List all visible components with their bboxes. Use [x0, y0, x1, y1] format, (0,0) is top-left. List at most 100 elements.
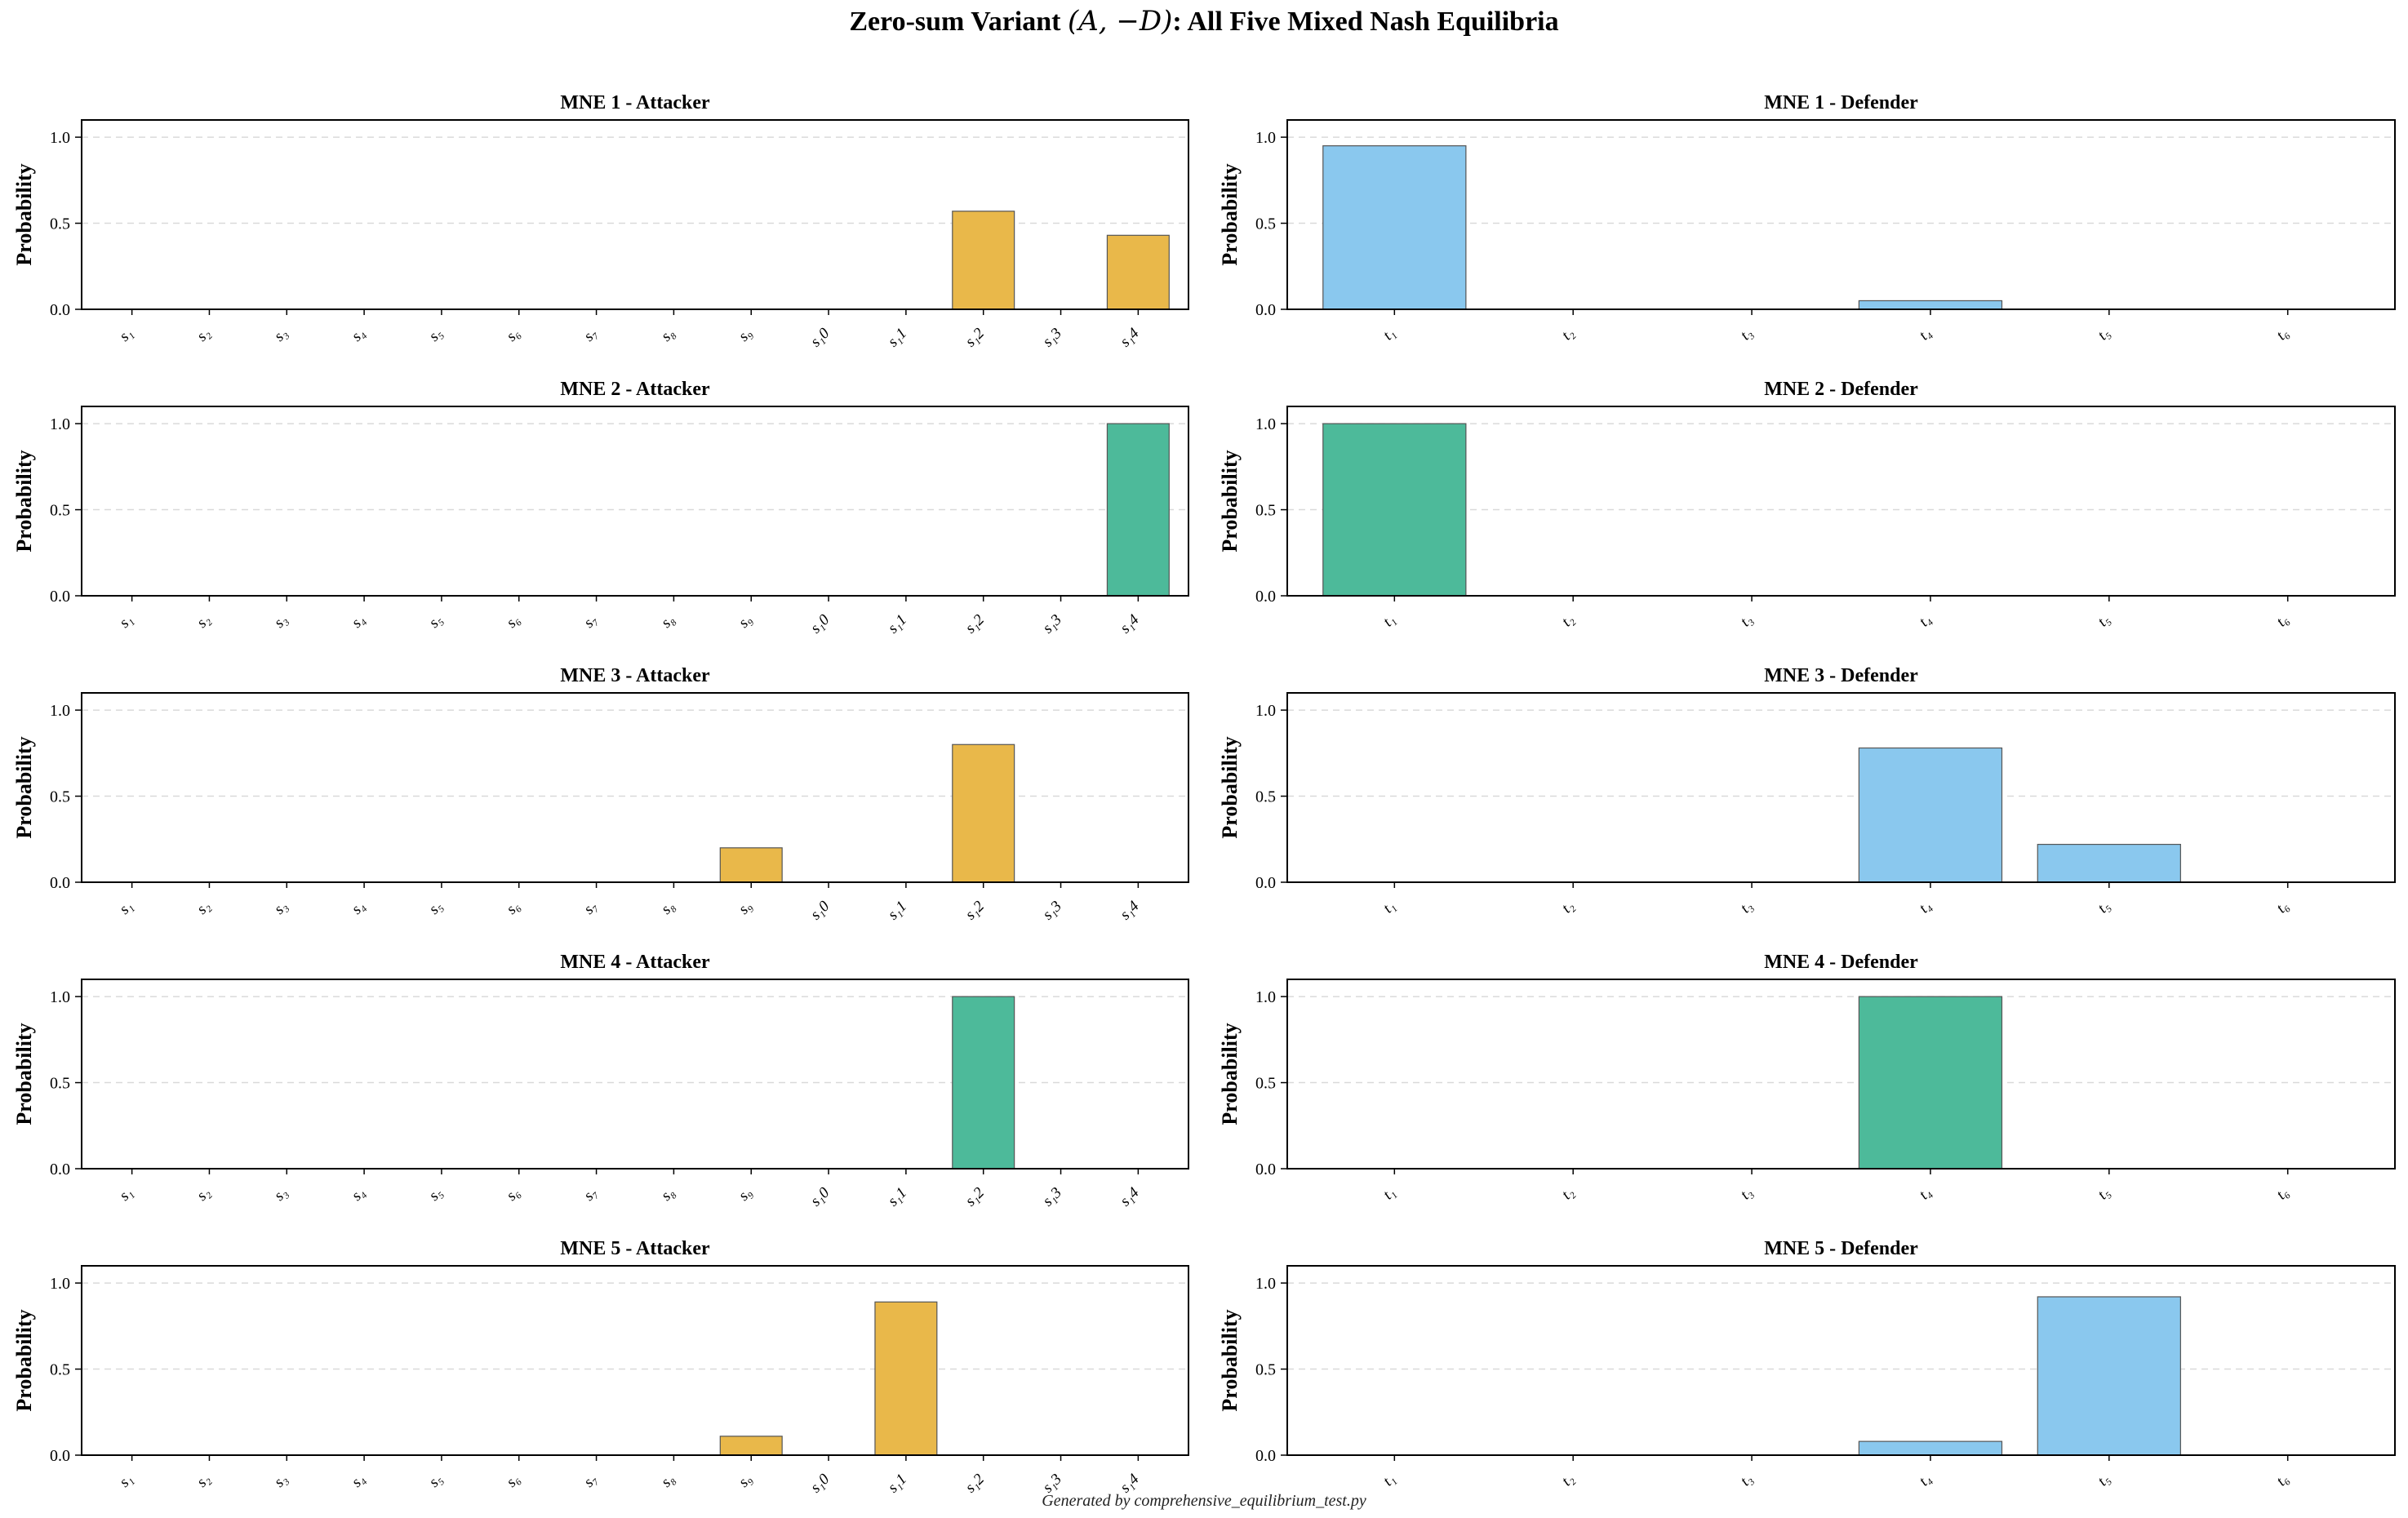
chart-10-title: MNE 5 - Defender	[1764, 1238, 1918, 1259]
chart-5-xtick-label-s12: s₁2	[962, 898, 989, 924]
chart-2-ytick-label: 0.5	[1255, 215, 1276, 233]
chart-4-frame	[1286, 406, 2396, 597]
chart-7-bar-s12	[952, 996, 1015, 1170]
figure-title-suffix: : All Five Mixed Nash Equilibria	[1172, 7, 1559, 37]
chart-3-xtick-label-s9: s₉	[735, 611, 756, 632]
chart-7-xtick-label-s7: s₇	[580, 1184, 601, 1205]
chart-2-xtick-label-t5: t₅	[2095, 325, 2113, 344]
chart-10-xtick-label-t3: t₃	[1737, 1471, 1756, 1489]
chart-9-xtick-label-s2: s₂	[193, 1471, 214, 1491]
chart-1-bar-s14	[1106, 234, 1170, 310]
chart-10-bar-t5	[2037, 1296, 2181, 1456]
chart-5-xtick-label-s14: s₁4	[1117, 898, 1143, 924]
chart-4-xtick-label-t6: t₆	[2273, 611, 2292, 630]
chart-1-bar-s12	[952, 211, 1015, 310]
chart-9-xtick-label-s5: s₅	[425, 1471, 446, 1491]
chart-5-xtick-label-s11: s₁1	[885, 898, 910, 923]
chart-3-bar-s14	[1106, 423, 1170, 597]
chart-10-ytick-label: 0.0	[1255, 1447, 1276, 1465]
chart-7-ytick-label: 0.0	[50, 1161, 70, 1178]
chart-9-ylabel: Probability	[12, 1309, 36, 1411]
chart-8-bar-t4	[1858, 996, 2003, 1170]
chart-2-ytick-label: 0.0	[1255, 301, 1276, 319]
chart-1-xtick-label-s9: s₉	[735, 325, 756, 345]
chart-9-xtick-label-s9: s₉	[735, 1471, 756, 1491]
chart-10-ytick-label: 1.0	[1255, 1275, 1276, 1293]
chart-8-ytick-label: 0.0	[1255, 1161, 1276, 1178]
chart-4-xtick-label-t5: t₅	[2095, 611, 2113, 630]
chart-7-xtick-label-s8: s₈	[658, 1184, 678, 1205]
chart-6-bar-t5	[2037, 843, 2181, 883]
chart-5: MNE 3 - Attacker 0.0 0.5 1.0 Probability s₁ s₂…	[12, 665, 1189, 924]
chart-3-xtick-label-s10: s₁0	[807, 611, 833, 637]
chart-3-frame	[81, 406, 1189, 597]
chart-10-frame	[1286, 1265, 2396, 1456]
chart-3-xtick-label-s13: s₁3	[1039, 611, 1064, 637]
chart-5-ytick-label: 0.0	[50, 874, 70, 892]
chart-4-ytick-label: 0.5	[1255, 502, 1276, 520]
chart-3-xtick-label-s6: s₆	[503, 611, 523, 632]
chart-3-xtick-label-s1: s₁	[116, 611, 136, 632]
chart-2-xtick-label-t1: t₁	[1379, 325, 1398, 344]
chart-1-xtick-label-s11: s₁1	[885, 325, 910, 350]
chart-1-xtick-label-s13: s₁3	[1039, 325, 1064, 350]
chart-6-ylabel: Probability	[1218, 736, 1242, 838]
chart-1-ytick-label: 0.0	[50, 301, 70, 319]
chart-9-ytick-label: 0.5	[50, 1361, 70, 1379]
chart-4-xtick-label-t3: t₃	[1737, 611, 1756, 630]
chart-1-frame	[81, 119, 1189, 310]
chart-10-xtick-label-t4: t₄	[1916, 1471, 1935, 1489]
chart-10-ytick-label: 0.5	[1255, 1361, 1276, 1379]
chart-5-bar-s9	[719, 847, 783, 883]
chart-1-ylabel: Probability	[12, 163, 36, 265]
chart-10-bar-t4	[1858, 1440, 2003, 1456]
chart-4-xtick-label-t2: t₂	[1558, 611, 1578, 631]
chart-8-xtick-label-t1: t₁	[1379, 1184, 1398, 1203]
chart-1-xtick-label-s6: s₆	[503, 325, 523, 345]
chart-8-frame	[1286, 979, 2396, 1170]
chart-1-xtick-label-s4: s₄	[349, 325, 369, 345]
chart-5-frame	[81, 692, 1189, 883]
chart-5-xtick-label-s3: s₃	[271, 898, 291, 918]
chart-5-xtick-label-s10: s₁0	[807, 898, 833, 924]
chart-6-bar-t4	[1858, 747, 2003, 883]
chart-3-xtick-label-s4: s₄	[349, 611, 369, 632]
chart-5-ytick-label: 1.0	[50, 702, 70, 720]
chart-6-xtick-label-t1: t₁	[1379, 898, 1398, 917]
chart-5-xtick-label-s4: s₄	[349, 898, 369, 918]
chart-7-xtick-label-s5: s₅	[425, 1184, 446, 1205]
chart-7-xtick-label-s4: s₄	[349, 1184, 369, 1205]
chart-1-xtick-label-s10: s₁0	[807, 325, 833, 351]
chart-7-xtick-label-s2: s₂	[193, 1184, 214, 1205]
chart-4-ylabel: Probability	[1218, 450, 1242, 552]
chart-5-xtick-label-s13: s₁3	[1039, 898, 1064, 923]
figure-title-math: (A, −D)	[1067, 5, 1173, 38]
chart-1-xtick-label-s1: s₁	[116, 325, 136, 345]
chart-2-ytick-label: 1.0	[1255, 129, 1276, 147]
chart-3-ytick-label: 0.0	[50, 588, 70, 606]
chart-5-xtick-label-s2: s₂	[193, 898, 214, 918]
chart-5-xtick-label-s9: s₉	[735, 898, 756, 918]
chart-2-xtick-label-t2: t₂	[1558, 325, 1578, 344]
chart-5-title: MNE 3 - Attacker	[560, 665, 710, 686]
chart-4-ytick-label: 0.0	[1255, 588, 1276, 606]
chart-3-xtick-label-s2: s₂	[193, 611, 214, 632]
chart-7-xtick-label-s9: s₉	[735, 1184, 756, 1205]
chart-9-bar-s11	[874, 1301, 938, 1456]
chart-1-xtick-label-s8: s₈	[658, 325, 678, 345]
chart-5-ytick-label: 0.5	[50, 788, 70, 806]
chart-2-ylabel: Probability	[1218, 163, 1242, 265]
chart-7-xtick-label-s11: s₁1	[885, 1184, 910, 1210]
chart-1-xtick-label-s7: s₇	[580, 325, 601, 345]
chart-3-ytick-label: 0.5	[50, 502, 70, 520]
chart-2-bar-t4	[1858, 300, 2003, 310]
chart-9-ytick-label: 0.0	[50, 1447, 70, 1465]
chart-9-xtick-label-s7: s₇	[580, 1471, 601, 1491]
chart-4-xtick-label-t1: t₁	[1379, 611, 1398, 630]
chart-3-xtick-label-s14: s₁4	[1117, 611, 1143, 637]
chart-2-bar-t1	[1322, 145, 1467, 310]
chart-7-xtick-label-s12: s₁2	[962, 1184, 989, 1210]
chart-6-xtick-label-t5: t₅	[2095, 898, 2113, 917]
chart-1-xtick-label-s14: s₁4	[1117, 325, 1143, 351]
